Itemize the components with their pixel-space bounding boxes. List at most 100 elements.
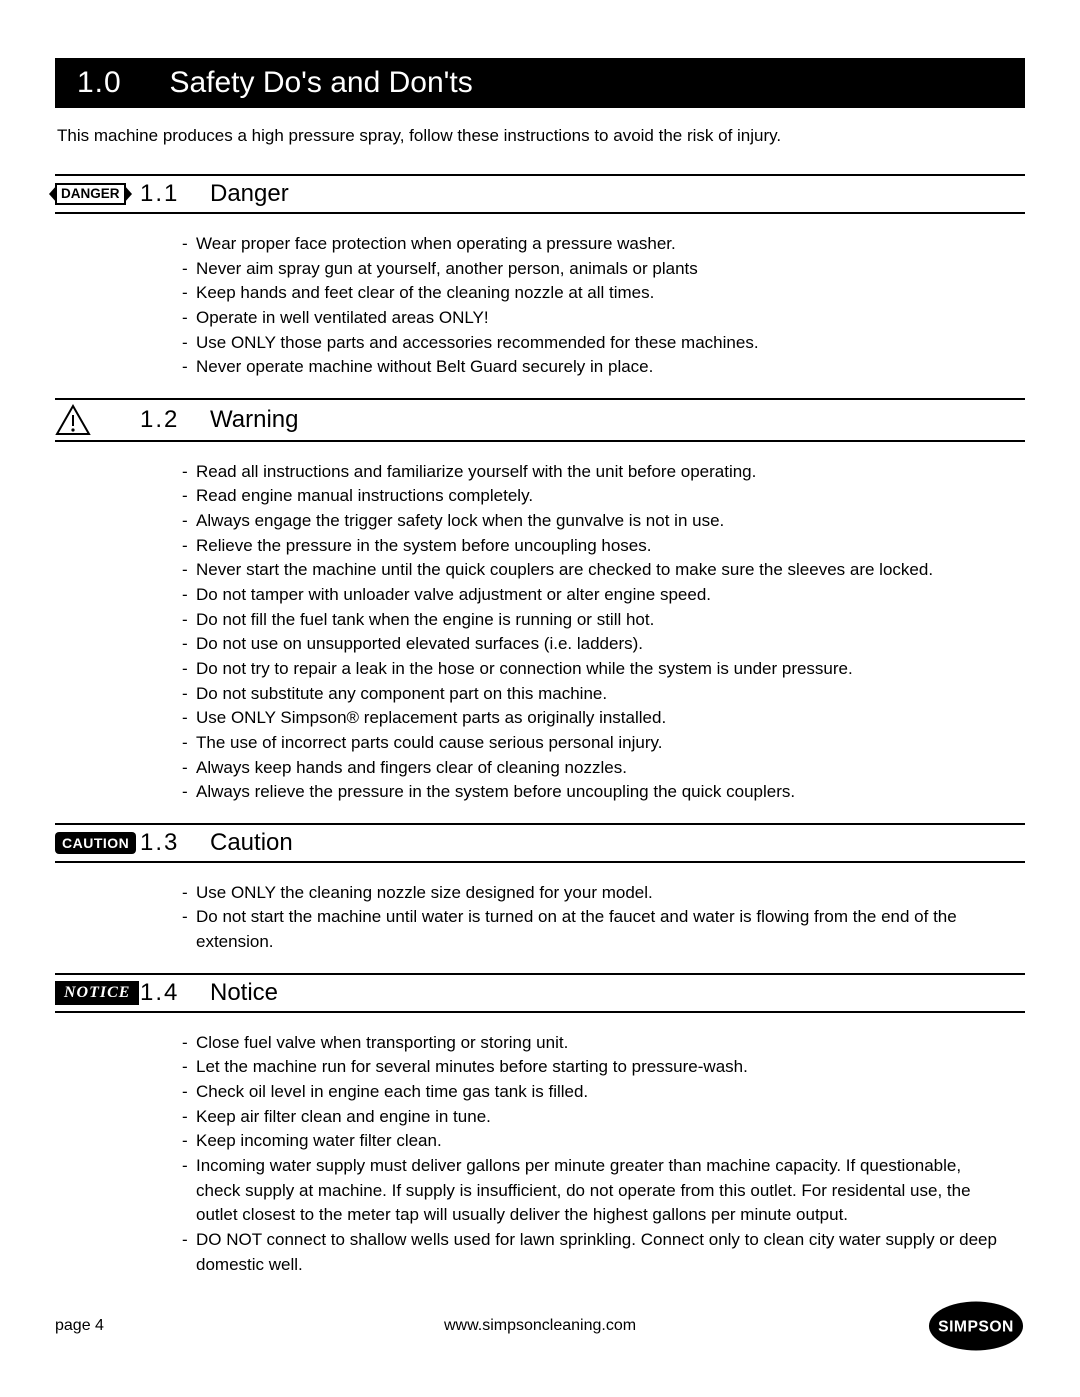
list-item: -Let the machine run for several minutes…	[182, 1055, 1010, 1080]
list-item-text: Read engine manual instructions complete…	[196, 484, 533, 509]
bullet-dash-icon: -	[182, 355, 196, 380]
bullet-dash-icon: -	[182, 1080, 196, 1105]
list-item-text: Let the machine run for several minutes …	[196, 1055, 748, 1080]
svg-text:SIMPSON: SIMPSON	[938, 1318, 1014, 1335]
list-item: -Do not use on unsupported elevated surf…	[182, 632, 1010, 657]
list-item-text: Use ONLY those parts and accessories rec…	[196, 331, 759, 356]
bullet-dash-icon: -	[182, 1228, 196, 1277]
list-item-text: Use ONLY Simpson® replacement parts as o…	[196, 706, 666, 731]
list-item-text: Keep air filter clean and engine in tune…	[196, 1105, 491, 1130]
section-number: 1.2	[140, 406, 210, 434]
bullet-dash-icon: -	[182, 608, 196, 633]
bullet-dash-icon: -	[182, 583, 196, 608]
footer-url: www.simpsoncleaning.com	[444, 1317, 636, 1335]
bullet-dash-icon: -	[182, 281, 196, 306]
list-item-text: Never aim spray gun at yourself, another…	[196, 257, 698, 282]
list-item-text: Always engage the trigger safety lock wh…	[196, 509, 724, 534]
bullet-dash-icon: -	[182, 780, 196, 805]
section-number: 1.4	[140, 979, 210, 1007]
bullet-dash-icon: -	[182, 1154, 196, 1228]
section-title: Warning	[210, 406, 298, 434]
header-number: 1.0	[77, 66, 165, 100]
caution-badge-icon: CAUTION	[55, 832, 136, 854]
bullet-dash-icon: -	[182, 534, 196, 559]
section-item-list: -Use ONLY the cleaning nozzle size desig…	[55, 881, 1025, 955]
section-header-row: NOTICE 1.4 Notice	[55, 973, 1025, 1013]
bullet-dash-icon: -	[182, 331, 196, 356]
list-item-text: Always keep hands and fingers clear of c…	[196, 756, 627, 781]
list-item: -Never start the machine until the quick…	[182, 558, 1010, 583]
danger-badge-icon: DANGER	[55, 183, 126, 205]
bullet-dash-icon: -	[182, 484, 196, 509]
section-item-list: -Close fuel valve when transporting or s…	[55, 1031, 1025, 1277]
list-item-text: Keep incoming water filter clean.	[196, 1129, 442, 1154]
list-item: -Do not tamper with unloader valve adjus…	[182, 583, 1010, 608]
list-item: -DO NOT connect to shallow wells used fo…	[182, 1228, 1010, 1277]
list-item: -Operate in well ventilated areas ONLY!	[182, 306, 1010, 331]
page-footer: page 4 www.simpsoncleaning.com SIMPSON	[55, 1299, 1025, 1353]
list-item-text: Always relieve the pressure in the syste…	[196, 780, 795, 805]
list-item: -Always engage the trigger safety lock w…	[182, 509, 1010, 534]
list-item: -Check oil level in engine each time gas…	[182, 1080, 1010, 1105]
list-item-text: Do not use on unsupported elevated surfa…	[196, 632, 643, 657]
bullet-dash-icon: -	[182, 632, 196, 657]
list-item: -Do not start the machine until water is…	[182, 905, 1010, 954]
header-title: Safety Do's and Don'ts	[169, 66, 472, 99]
list-item-text: Read all instructions and familiarize yo…	[196, 460, 756, 485]
list-item: -Always keep hands and fingers clear of …	[182, 756, 1010, 781]
list-item: -The use of incorrect parts could cause …	[182, 731, 1010, 756]
list-item: -Use ONLY Simpson® replacement parts as …	[182, 706, 1010, 731]
section-danger: DANGER 1.1 Danger-Wear proper face prote…	[55, 174, 1025, 380]
list-item-text: Operate in well ventilated areas ONLY!	[196, 306, 489, 331]
section-item-list: -Read all instructions and familiarize y…	[55, 460, 1025, 805]
section-notice: NOTICE 1.4 Notice-Close fuel valve when …	[55, 973, 1025, 1277]
list-item-text: Do not start the machine until water is …	[196, 905, 1010, 954]
list-item-text: Do not tamper with unloader valve adjust…	[196, 583, 711, 608]
section-header-row: DANGER 1.1 Danger	[55, 174, 1025, 214]
bullet-dash-icon: -	[182, 682, 196, 707]
list-item: -Incoming water supply must deliver gall…	[182, 1154, 1010, 1228]
notice-badge-icon: NOTICE	[55, 981, 139, 1005]
bullet-dash-icon: -	[182, 657, 196, 682]
bullet-dash-icon: -	[182, 1055, 196, 1080]
list-item: -Keep air filter clean and engine in tun…	[182, 1105, 1010, 1130]
list-item-text: Close fuel valve when transporting or st…	[196, 1031, 568, 1056]
section-caution: CAUTION 1.3 Caution-Use ONLY the cleanin…	[55, 823, 1025, 955]
list-item-text: Do not fill the fuel tank when the engin…	[196, 608, 654, 633]
list-item: -Use ONLY the cleaning nozzle size desig…	[182, 881, 1010, 906]
bullet-dash-icon: -	[182, 706, 196, 731]
list-item-text: Wear proper face protection when operati…	[196, 232, 676, 257]
list-item: -Do not substitute any component part on…	[182, 682, 1010, 707]
list-item-text: DO NOT connect to shallow wells used for…	[196, 1228, 1010, 1277]
section-number: 1.1	[140, 180, 210, 208]
list-item-text: The use of incorrect parts could cause s…	[196, 731, 662, 756]
section-header-row: CAUTION 1.3 Caution	[55, 823, 1025, 863]
section-title: Caution	[210, 829, 293, 857]
list-item-text: Keep hands and feet clear of the cleanin…	[196, 281, 654, 306]
intro-text: This machine produces a high pressure sp…	[55, 126, 1025, 146]
list-item-text: Never operate machine without Belt Guard…	[196, 355, 653, 380]
list-item: -Do not fill the fuel tank when the engi…	[182, 608, 1010, 633]
bullet-dash-icon: -	[182, 881, 196, 906]
list-item: -Wear proper face protection when operat…	[182, 232, 1010, 257]
list-item-text: Check oil level in engine each time gas …	[196, 1080, 588, 1105]
list-item: -Do not try to repair a leak in the hose…	[182, 657, 1010, 682]
list-item: -Keep incoming water filter clean.	[182, 1129, 1010, 1154]
section-warning: 1.2 Warning-Read all instructions and fa…	[55, 398, 1025, 805]
list-item-text: Use ONLY the cleaning nozzle size design…	[196, 881, 653, 906]
list-item: -Use ONLY those parts and accessories re…	[182, 331, 1010, 356]
bullet-dash-icon: -	[182, 460, 196, 485]
warning-triangle-icon	[55, 404, 91, 436]
section-number: 1.3	[140, 829, 210, 857]
list-item: -Never operate machine without Belt Guar…	[182, 355, 1010, 380]
bullet-dash-icon: -	[182, 1105, 196, 1130]
section-header-row: 1.2 Warning	[55, 398, 1025, 442]
bullet-dash-icon: -	[182, 257, 196, 282]
list-item: -Read engine manual instructions complet…	[182, 484, 1010, 509]
section-item-list: -Wear proper face protection when operat…	[55, 232, 1025, 380]
list-item-text: Never start the machine until the quick …	[196, 558, 933, 583]
bullet-dash-icon: -	[182, 731, 196, 756]
list-item-text: Incoming water supply must deliver gallo…	[196, 1154, 1010, 1228]
bullet-dash-icon: -	[182, 905, 196, 954]
bullet-dash-icon: -	[182, 232, 196, 257]
